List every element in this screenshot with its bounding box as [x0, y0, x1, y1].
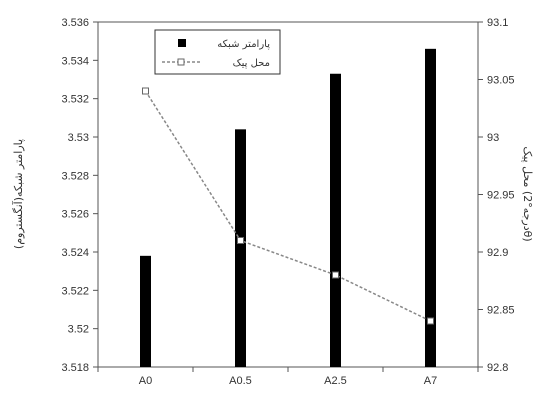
right-axis: 92.8 92.85 92.9 92.95 93 93.05 93.1 — [478, 17, 515, 374]
line-point — [427, 317, 434, 325]
right-tick-label: 93.05 — [487, 75, 515, 87]
right-axis-title: محل پیک (درجه°2θ) — [521, 146, 534, 241]
x-tick-label: A2.5 — [324, 375, 347, 387]
legend: پارامتر شبکه محل پیک — [154, 29, 281, 75]
left-axis: 3.518 3.52 3.522 3.524 3.526 3.528 3.53 3.532 3.… — [61, 17, 98, 374]
left-axis-title: پارامتر شبکه(آنگستروم) — [11, 139, 25, 249]
x-tick-label: A0 — [139, 375, 152, 387]
left-tick-label: 3.518 — [61, 362, 89, 374]
line-point — [142, 87, 149, 95]
bar — [140, 255, 151, 367]
line-series — [142, 87, 434, 325]
line-point — [237, 237, 244, 244]
legend-bar-marker — [178, 39, 186, 47]
right-tick-label: 93.1 — [487, 17, 508, 29]
right-tick-label: 92.9 — [487, 247, 508, 259]
left-tick-label: 3.524 — [61, 247, 89, 259]
right-tick-label: 92.8 — [487, 362, 508, 374]
left-tick-label: 3.532 — [61, 94, 89, 106]
left-tick-label: 3.52 — [68, 324, 89, 336]
legend-bar-label: پارامتر شبکه — [217, 39, 270, 50]
bar-series — [140, 48, 436, 367]
legend-box — [154, 29, 281, 75]
x-tick-label: A7 — [424, 375, 437, 387]
left-tick-label: 3.534 — [61, 55, 89, 67]
plot-frame — [97, 21, 479, 368]
right-tick-label: 93 — [487, 132, 499, 144]
bar — [425, 48, 436, 367]
x-axis: A0 A0.5 A2.5 A7 — [97, 367, 479, 387]
legend-line-label: محل پیک — [233, 58, 270, 69]
legend-line-point — [177, 58, 185, 66]
right-tick-label: 92.85 — [487, 305, 515, 317]
left-tick-label: 3.528 — [61, 170, 89, 182]
plot-area — [97, 21, 479, 368]
left-tick-label: 3.536 — [61, 17, 89, 29]
bar — [330, 73, 341, 367]
right-tick-label: 92.95 — [487, 190, 515, 202]
bar — [235, 129, 246, 367]
left-tick-label: 3.522 — [61, 285, 89, 297]
series-line — [144, 90, 431, 322]
x-tick-label: A0.5 — [229, 375, 252, 387]
left-tick-label: 3.526 — [61, 209, 89, 221]
left-tick-label: 3.53 — [68, 132, 89, 144]
line-point — [332, 271, 339, 279]
